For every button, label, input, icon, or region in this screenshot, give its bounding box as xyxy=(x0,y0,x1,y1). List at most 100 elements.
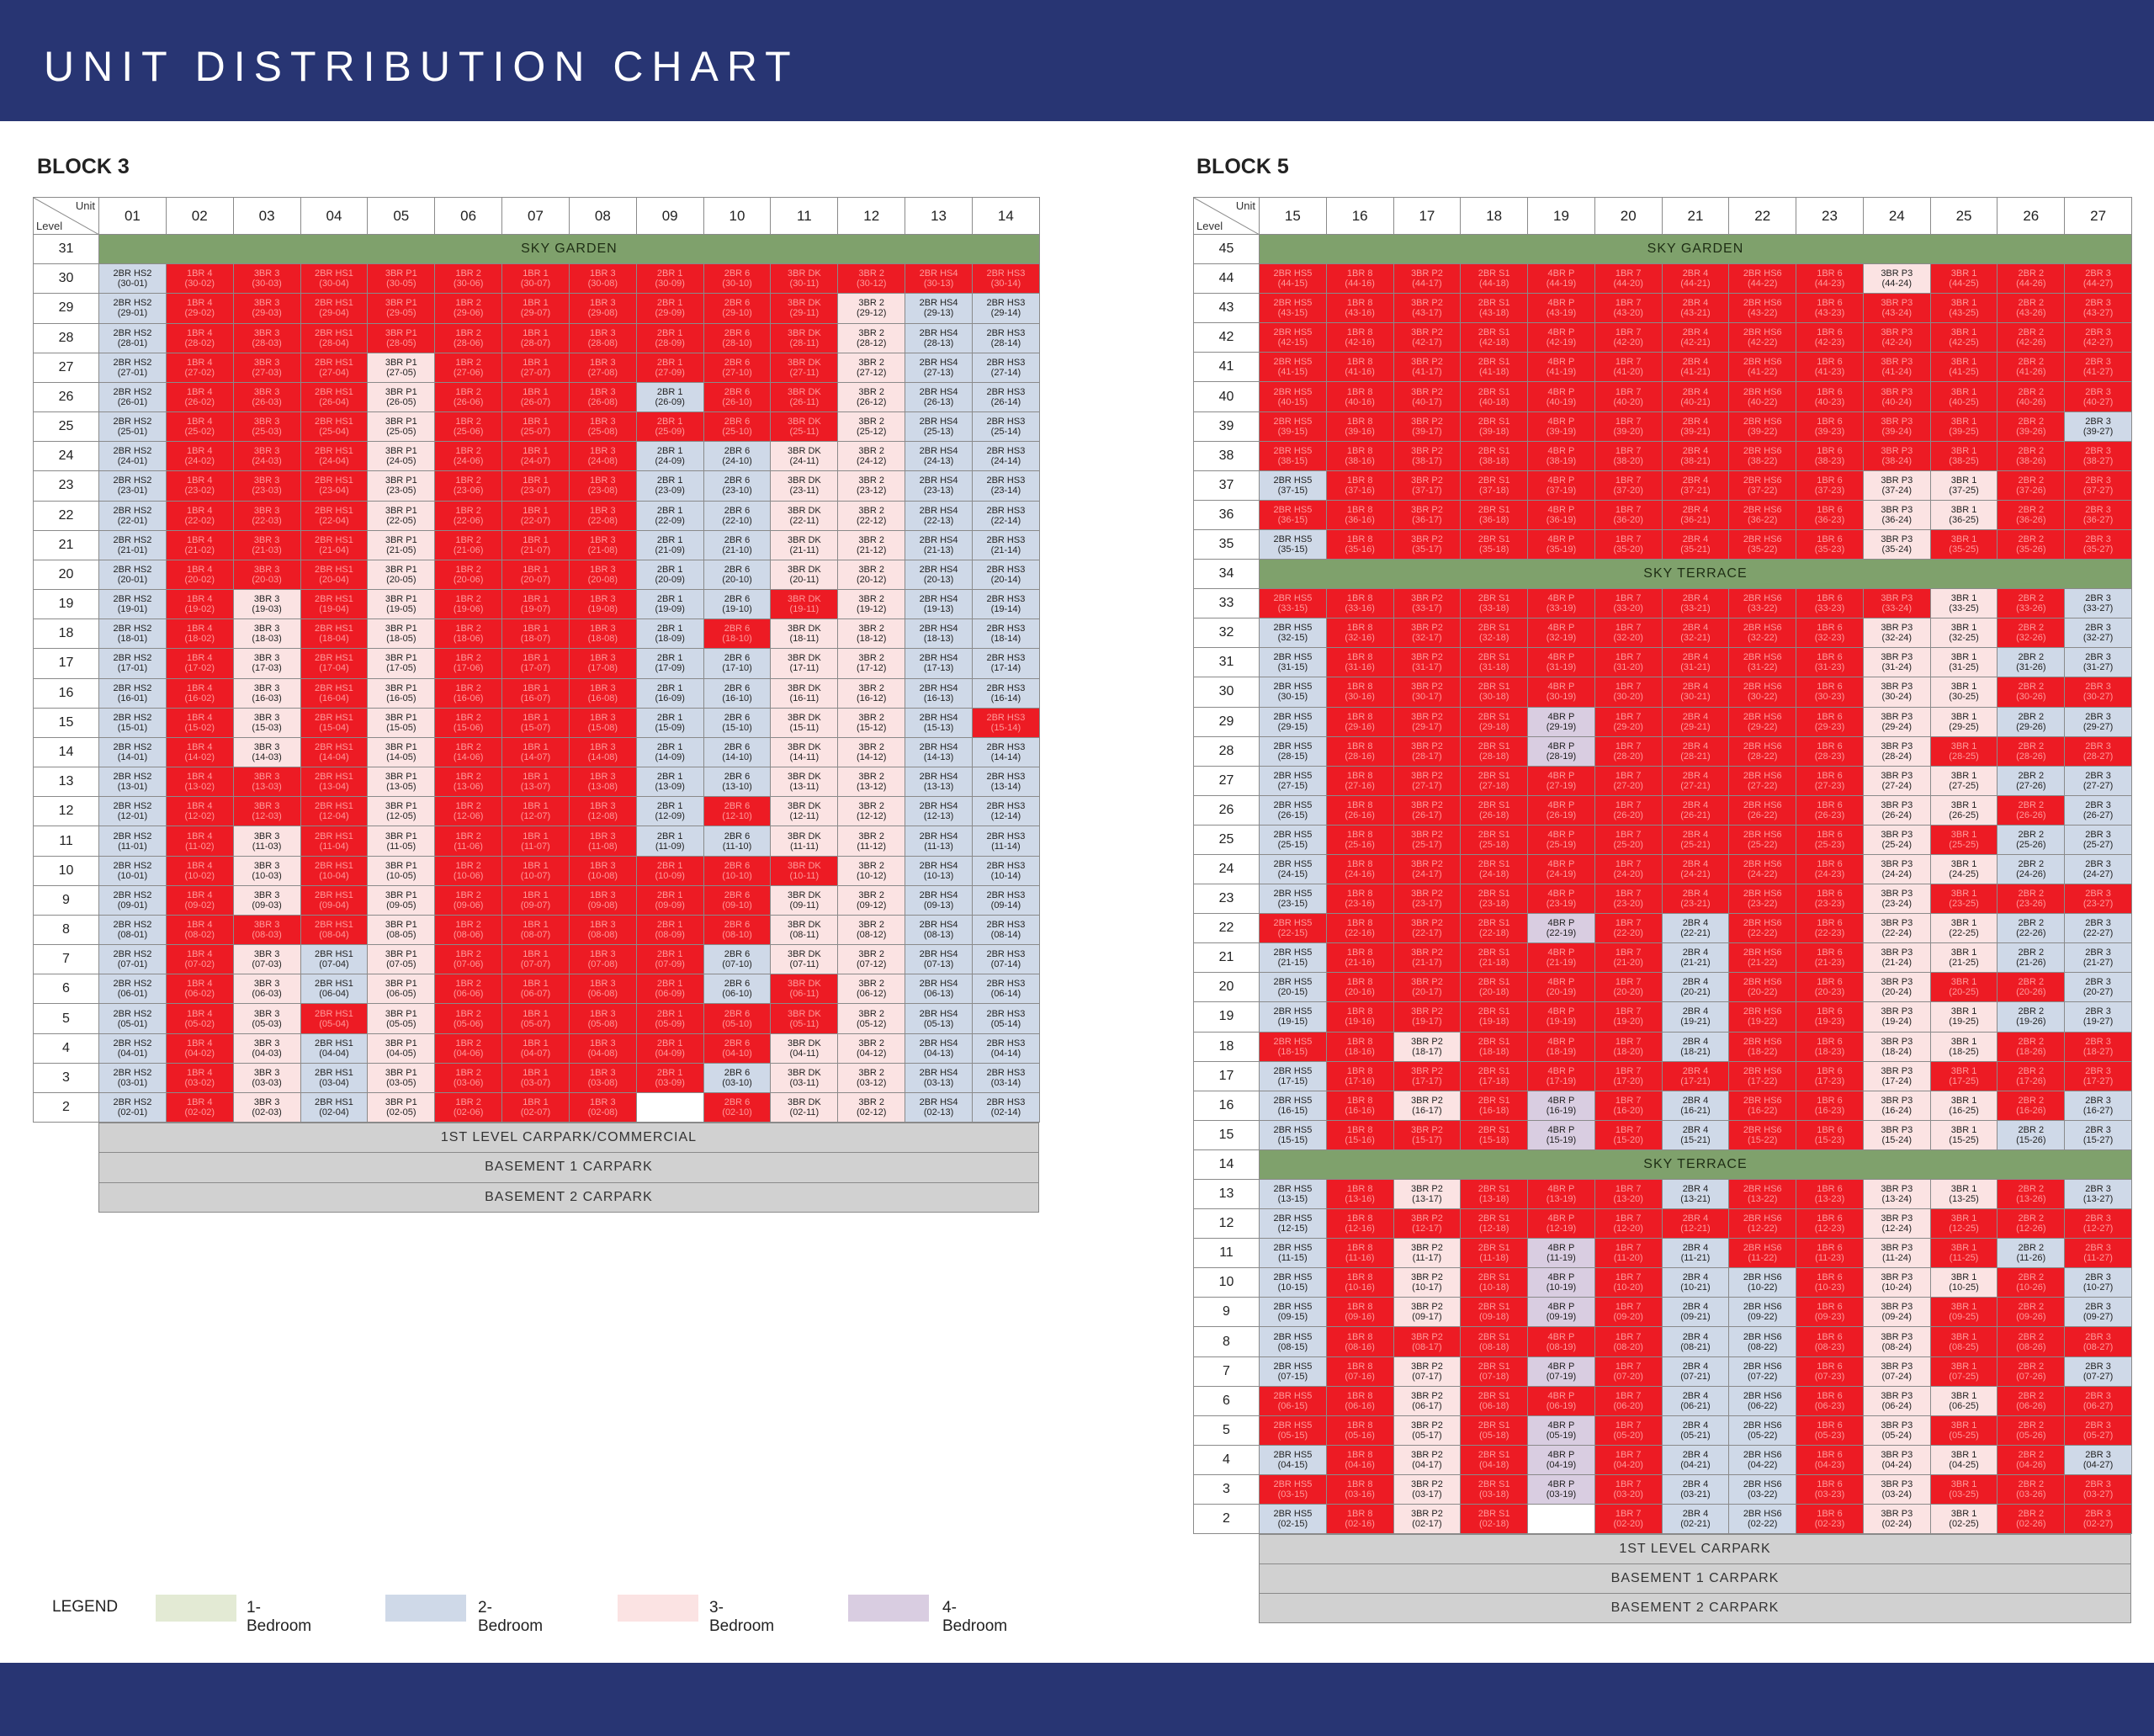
unit-cell[interactable]: 4BR P (07-19) xyxy=(1527,1356,1595,1387)
unit-cell[interactable]: 2BR S1 (18-18) xyxy=(1460,1031,1529,1062)
unit-cell[interactable]: 3BR P3 (37-24) xyxy=(1862,470,1931,501)
unit-cell[interactable]: 1BR 2 (18-06) xyxy=(434,618,503,650)
unit-cell[interactable]: 2BR HS1 (13-04) xyxy=(300,767,369,798)
unit-cell[interactable]: 2BR 1 (17-09) xyxy=(635,648,704,679)
unit-cell[interactable]: 3BR P2 (29-17) xyxy=(1393,706,1462,737)
unit-cell[interactable]: 3BR 1 (13-25) xyxy=(1929,1178,1998,1210)
unit-cell[interactable]: 3BR P2 (08-17) xyxy=(1393,1326,1462,1357)
unit-cell[interactable]: 1BR 7 (27-20) xyxy=(1594,765,1663,796)
unit-cell[interactable]: 1BR 1 (19-07) xyxy=(501,589,570,620)
unit-cell[interactable]: 2BR S1 (20-18) xyxy=(1460,972,1529,1003)
unit-cell[interactable]: 2BR HS3 (30-14) xyxy=(971,263,1040,295)
unit-cell[interactable]: 2BR HS6 (38-22) xyxy=(1728,440,1797,471)
unit-cell[interactable]: 1BR 1 (22-07) xyxy=(501,500,570,531)
unit-cell[interactable]: 3BR P3 (38-24) xyxy=(1862,440,1931,471)
unit-cell[interactable]: 2BR 2 (16-26) xyxy=(1997,1090,2066,1121)
unit-cell[interactable]: 2BR HS5 (40-15) xyxy=(1259,381,1327,412)
unit-cell[interactable]: 1BR 6 (17-23) xyxy=(1796,1060,1864,1091)
unit-cell[interactable]: 2BR HS5 (04-15) xyxy=(1259,1444,1327,1475)
unit-cell[interactable]: 2BR 4 (32-21) xyxy=(1661,618,1730,649)
unit-cell[interactable]: 2BR HS2 (29-01) xyxy=(98,293,167,324)
unit-cell[interactable]: 2BR HS6 (20-22) xyxy=(1728,972,1797,1003)
unit-cell[interactable]: 4BR P (29-19) xyxy=(1527,706,1595,737)
unit-cell[interactable]: 2BR 4 (42-21) xyxy=(1661,322,1730,353)
unit-cell[interactable]: 3BR 1 (32-25) xyxy=(1929,618,1998,649)
unit-cell[interactable]: 1BR 6 (38-23) xyxy=(1796,440,1864,471)
unit-cell[interactable]: 1BR 1 (26-07) xyxy=(501,381,570,413)
unit-cell[interactable]: 2BR 6 (11-10) xyxy=(703,826,772,857)
unit-cell[interactable]: 3BR 3 (19-03) xyxy=(232,589,301,620)
unit-cell[interactable]: 1BR 6 (21-23) xyxy=(1796,942,1864,974)
unit-cell[interactable]: 2BR HS6 (43-22) xyxy=(1728,293,1797,324)
unit-cell[interactable]: 1BR 3 (26-08) xyxy=(568,381,637,413)
unit-cell[interactable]: 3BR P1 (03-05) xyxy=(367,1062,436,1093)
unit-cell[interactable]: 4BR P (39-19) xyxy=(1527,411,1595,442)
unit-cell[interactable]: 4BR P (09-19) xyxy=(1527,1297,1595,1328)
unit-cell[interactable]: 1BR 4 (26-02) xyxy=(165,381,234,413)
unit-cell[interactable]: 2BR 6 (14-10) xyxy=(703,736,772,768)
unit-cell[interactable]: 2BR HS5 (23-15) xyxy=(1259,884,1327,915)
unit-cell[interactable]: 3BR P2 (11-17) xyxy=(1393,1238,1462,1269)
unit-cell[interactable]: 3BR 1 (35-25) xyxy=(1929,528,1998,560)
unit-cell[interactable]: 3BR 2 (19-12) xyxy=(837,589,906,620)
unit-cell[interactable]: 2BR HS6 (25-22) xyxy=(1728,824,1797,855)
unit-cell[interactable]: 2BR 6 (04-10) xyxy=(703,1033,772,1064)
unit-cell[interactable]: 2BR 4 (21-21) xyxy=(1661,942,1730,974)
unit-cell[interactable]: 1BR 6 (27-23) xyxy=(1796,765,1864,796)
unit-cell[interactable]: 3BR P3 (17-24) xyxy=(1862,1060,1931,1091)
unit-cell[interactable]: 1BR 1 (15-07) xyxy=(501,707,570,738)
unit-cell[interactable]: 3BR P1 (25-05) xyxy=(367,411,436,443)
unit-cell[interactable]: 2BR 4 (13-21) xyxy=(1661,1178,1730,1210)
unit-cell[interactable]: 2BR 4 (30-21) xyxy=(1661,677,1730,708)
unit-cell[interactable]: 1BR 7 (15-20) xyxy=(1594,1119,1663,1150)
unit-cell[interactable]: 1BR 1 (13-07) xyxy=(501,767,570,798)
unit-cell[interactable]: 2BR 1 (15-09) xyxy=(635,707,704,738)
unit-cell[interactable]: 1BR 7 (39-20) xyxy=(1594,411,1663,442)
unit-cell[interactable]: 3BR P1 (02-05) xyxy=(367,1091,436,1123)
unit-cell[interactable]: 2BR HS3 (13-14) xyxy=(971,767,1040,798)
unit-cell[interactable]: 3BR DK (04-11) xyxy=(770,1033,839,1064)
unit-cell[interactable]: 3BR 2 (18-12) xyxy=(837,618,906,650)
unit-cell[interactable]: 3BR 3 (10-03) xyxy=(232,855,301,886)
unit-cell[interactable]: 2BR HS5 (35-15) xyxy=(1259,528,1327,560)
unit-cell[interactable]: 2BR S1 (19-18) xyxy=(1460,1001,1529,1033)
unit-cell[interactable]: 2BR HS5 (08-15) xyxy=(1259,1326,1327,1357)
unit-cell[interactable]: 2BR 2 (32-26) xyxy=(1997,618,2066,649)
unit-cell[interactable]: 1BR 8 (38-16) xyxy=(1325,440,1394,471)
unit-cell[interactable]: 1BR 7 (23-20) xyxy=(1594,884,1663,915)
unit-cell[interactable]: 1BR 3 (18-08) xyxy=(568,618,637,650)
unit-cell[interactable]: 1BR 4 (04-02) xyxy=(165,1033,234,1064)
unit-cell[interactable]: 4BR P (11-19) xyxy=(1527,1238,1595,1269)
unit-cell[interactable]: 2BR HS4 (12-13) xyxy=(905,796,973,827)
unit-cell[interactable]: 3BR P2 (30-17) xyxy=(1393,677,1462,708)
unit-cell[interactable]: 1BR 2 (20-06) xyxy=(434,559,503,591)
unit-cell[interactable]: 3BR 2 (16-12) xyxy=(837,677,906,709)
unit-cell[interactable]: 2BR 1 (30-09) xyxy=(635,263,704,295)
unit-cell[interactable]: 1BR 8 (09-16) xyxy=(1325,1297,1394,1328)
unit-cell[interactable]: 3BR 1 (03-25) xyxy=(1929,1473,1998,1505)
unit-cell[interactable]: 3BR P1 (18-05) xyxy=(367,618,436,650)
unit-cell[interactable]: 1BR 1 (11-07) xyxy=(501,826,570,857)
unit-cell[interactable]: 2BR HS3 (25-14) xyxy=(971,411,1040,443)
unit-cell[interactable]: 2BR 2 (40-26) xyxy=(1997,381,2066,412)
unit-cell[interactable]: 2BR S1 (39-18) xyxy=(1460,411,1529,442)
unit-cell[interactable]: 3BR 2 (12-12) xyxy=(837,796,906,827)
unit-cell[interactable]: 1BR 7 (42-20) xyxy=(1594,322,1663,353)
unit-cell[interactable]: 4BR P (06-19) xyxy=(1527,1385,1595,1416)
unit-cell[interactable]: 1BR 2 (28-06) xyxy=(434,322,503,353)
unit-cell[interactable]: 2BR HS5 (21-15) xyxy=(1259,942,1327,974)
unit-cell[interactable]: 3BR 1 (27-25) xyxy=(1929,765,1998,796)
unit-cell[interactable]: 1BR 8 (12-16) xyxy=(1325,1208,1394,1240)
unit-cell[interactable]: 3BR P2 (17-17) xyxy=(1393,1060,1462,1091)
unit-cell[interactable]: 2BR 6 (12-10) xyxy=(703,796,772,827)
unit-cell[interactable]: 3BR 3 (16-03) xyxy=(232,677,301,709)
unit-cell[interactable]: 1BR 8 (20-16) xyxy=(1325,972,1394,1003)
unit-cell[interactable]: 3BR P1 (07-05) xyxy=(367,944,436,975)
unit-cell[interactable]: 2BR HS2 (21-01) xyxy=(98,529,167,560)
unit-cell[interactable]: 3BR 1 (20-25) xyxy=(1929,972,1998,1003)
unit-cell[interactable]: 2BR 4 (05-21) xyxy=(1661,1415,1730,1446)
unit-cell[interactable]: 2BR 3 (30-27) xyxy=(2064,677,2132,708)
unit-cell[interactable]: 1BR 1 (28-07) xyxy=(501,322,570,353)
unit-cell[interactable]: 3BR 1 (30-25) xyxy=(1929,677,1998,708)
unit-cell[interactable]: 1BR 6 (10-23) xyxy=(1796,1267,1864,1298)
